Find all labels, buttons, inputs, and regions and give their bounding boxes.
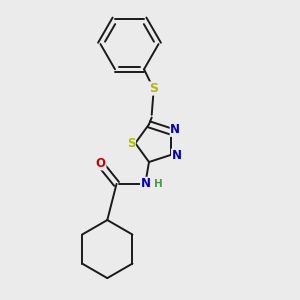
Text: H: H	[154, 179, 163, 189]
Text: O: O	[96, 157, 106, 170]
Text: S: S	[127, 137, 136, 150]
Text: N: N	[172, 149, 182, 162]
Text: N: N	[141, 177, 151, 190]
Text: N: N	[170, 123, 180, 136]
Text: S: S	[149, 82, 158, 95]
